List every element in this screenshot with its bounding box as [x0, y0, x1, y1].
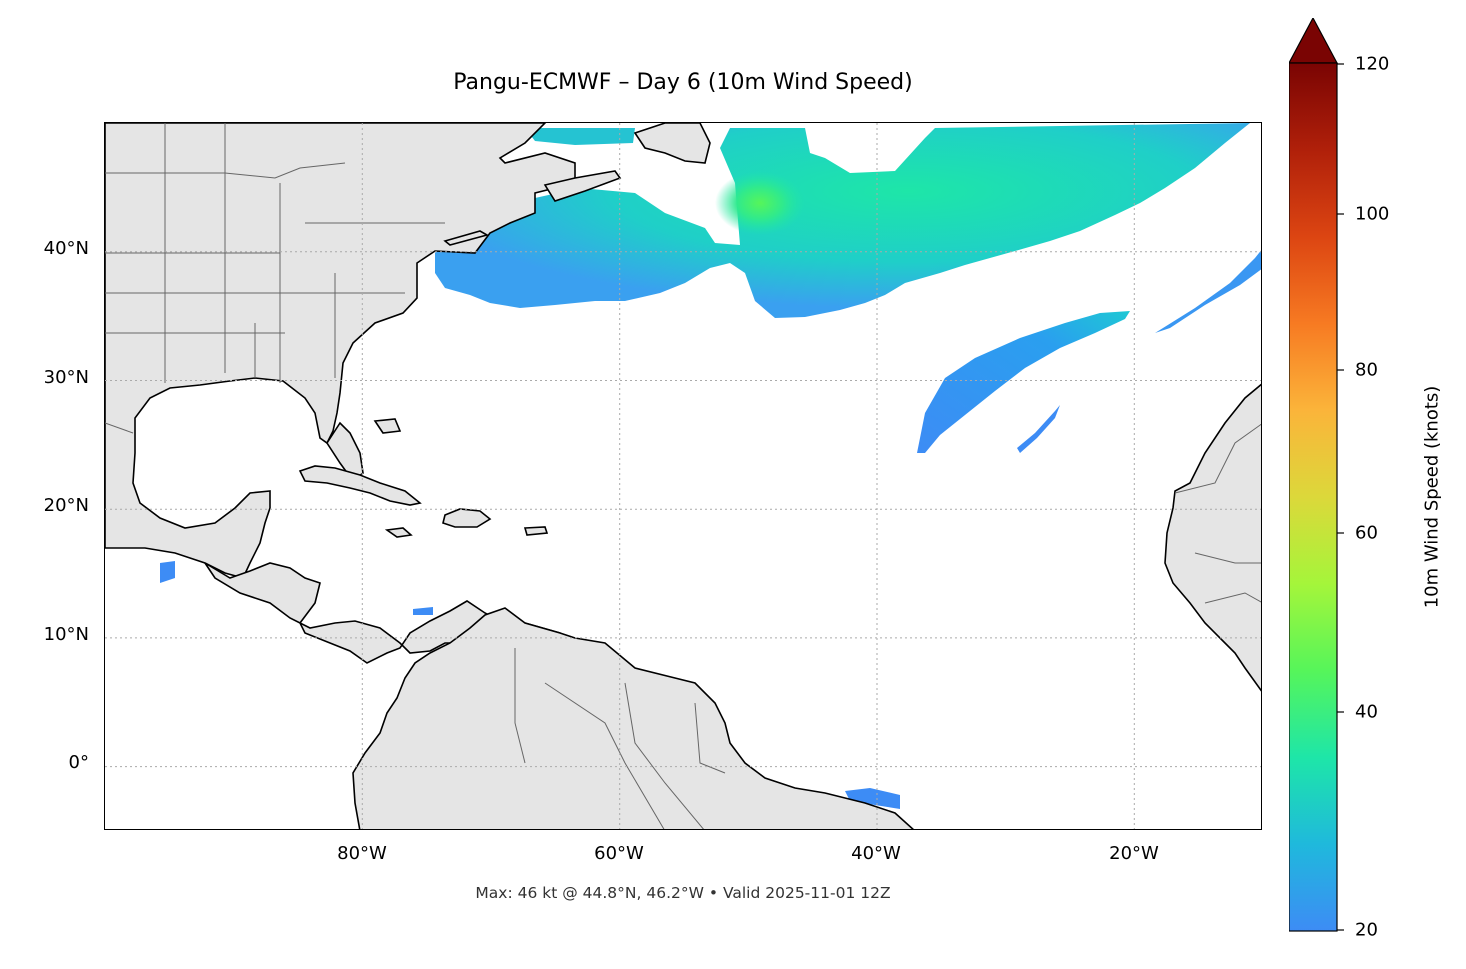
lat-label-10n: 10°N	[43, 624, 89, 645]
colorbar-gradient	[1289, 62, 1338, 932]
newfoundland	[633, 123, 711, 164]
wind-swath-north-atlantic	[435, 123, 1250, 318]
lat-label-30n: 30°N	[43, 367, 89, 388]
bahamas	[373, 418, 402, 434]
wind-patch-pacific	[160, 561, 175, 583]
lon-label-60w: 60°W	[594, 843, 644, 864]
colorbar-tick-100: 100	[1355, 203, 1390, 225]
lon-label-20w: 20°W	[1109, 843, 1159, 864]
lon-label-80w: 80°W	[337, 843, 387, 864]
map-canvas	[105, 123, 1261, 829]
cuba	[298, 465, 422, 506]
north-america-landmass	[105, 123, 576, 579]
wind-patch-gulfstlawrence	[525, 128, 635, 145]
jamaica	[384, 527, 413, 538]
lat-label-40n: 40°N	[43, 238, 89, 259]
colorbar-tick-120: 120	[1355, 53, 1390, 75]
wind-patch-brazil	[845, 788, 900, 809]
land	[105, 123, 1261, 829]
map-panel[interactable]	[104, 122, 1262, 830]
colorbar-tick-60: 60	[1355, 522, 1378, 544]
borders	[105, 123, 1261, 829]
colorbar	[1289, 18, 1344, 932]
lat-label-0: 0°	[68, 752, 89, 773]
colorbar-tick-40: 40	[1355, 701, 1378, 723]
colorbar-label: 10m Wind Speed (knots)	[1421, 385, 1443, 609]
colorbar-extend-arrow	[1289, 18, 1338, 64]
long-island	[443, 230, 490, 246]
hispaniola	[442, 508, 492, 528]
florida	[326, 421, 364, 483]
south-america-landmass	[352, 607, 914, 829]
lon-label-40w: 40°W	[851, 843, 901, 864]
lat-label-20n: 20°N	[43, 495, 89, 516]
wind-max-core	[715, 171, 805, 235]
wind-band-east	[1155, 250, 1261, 333]
max-wind-footnote: Max: 46 kt @ 44.8°N, 46.2°W • Valid 2025…	[475, 884, 891, 902]
wind-band-subtropical	[917, 311, 1130, 453]
africa-landmass	[1164, 383, 1261, 692]
wind-patch-caribbean	[413, 607, 433, 615]
colorbar-tick-80: 80	[1355, 359, 1378, 381]
gridlines	[105, 123, 1261, 829]
wind-band-small	[1017, 405, 1060, 453]
map-title: Pangu-ECMWF – Day 6 (10m Wind Speed)	[453, 70, 913, 95]
puerto-rico	[523, 526, 549, 536]
colorbar-tick-20: 20	[1355, 919, 1378, 941]
